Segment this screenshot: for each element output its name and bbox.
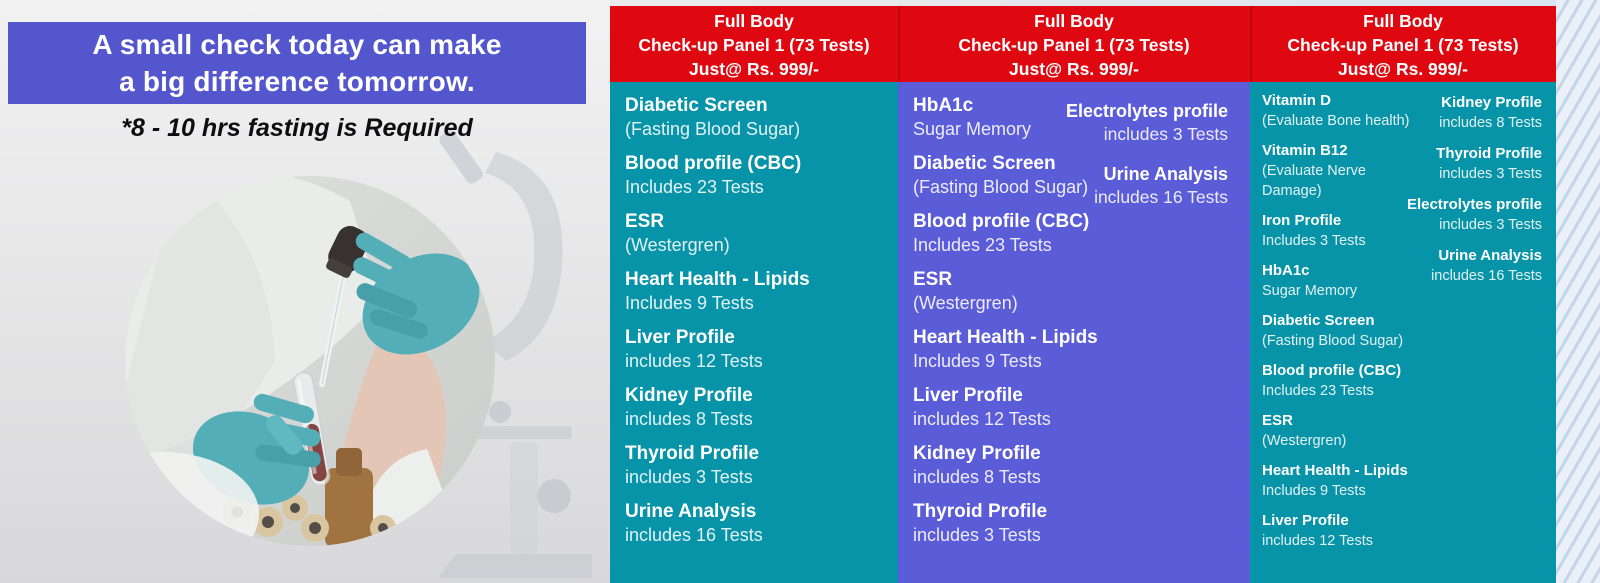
right-glove xyxy=(353,232,480,355)
test-item: Liver Profile includes 12 Tests xyxy=(1262,512,1373,549)
background-pattern-strip xyxy=(1556,0,1600,583)
lab-photo-circle xyxy=(125,176,495,546)
panel-2: Full Body Check-up Panel 1 (73 Tests) Ju… xyxy=(898,6,1250,583)
test-item: Electrolytes profile includes 3 Tests xyxy=(1065,101,1228,144)
test-item: Urine Analysis includes 16 Tests xyxy=(1094,164,1228,207)
panel-title: Full Body xyxy=(1363,11,1443,31)
test-item: HbA1c Sugar Memory xyxy=(1262,262,1358,299)
panel-subtitle: Check-up Panel 1 (73 Tests) xyxy=(638,35,870,55)
test-item: HbA1c Sugar Memory xyxy=(913,95,1032,139)
panels-row: Full Body Check-up Panel 1 (73 Tests) Ju… xyxy=(610,6,1556,583)
panel-price: Just@ Rs. 999/- xyxy=(1338,59,1468,79)
panel-2-body: HbA1c Sugar Memory Diabetic Screen (Fast… xyxy=(898,82,1250,583)
brown-bottle xyxy=(325,468,373,546)
panel-1: Full Body Check-up Panel 1 (73 Tests) Ju… xyxy=(610,6,898,583)
headline-banner: A small check today can make a big diffe… xyxy=(8,22,586,104)
panel-title: Full Body xyxy=(1034,11,1114,31)
panel-2-header: Full Body Check-up Panel 1 (73 Tests) Ju… xyxy=(898,6,1250,82)
panel-1-header: Full Body Check-up Panel 1 (73 Tests) Ju… xyxy=(610,6,898,82)
panel-3-body: Vitamin D (Evaluate Bone health) Vitamin… xyxy=(1250,82,1556,583)
test-item: Blood profile (CBC) Includes 23 Tests xyxy=(913,211,1090,255)
headline-line1: A small check today can make xyxy=(92,29,502,60)
tests-right-column: Electrolytes profile includes 3 Tests Ur… xyxy=(1066,100,1228,226)
test-item: Thyroid Profile includes 3 Tests xyxy=(1436,145,1542,182)
test-item: ESR (Westergren) xyxy=(625,211,730,255)
test-item: Heart Health - Lipids Includes 9 Tests xyxy=(625,269,810,313)
tests-right-column: Kidney Profile includes 8 Tests Thyroid … xyxy=(1407,92,1542,296)
test-item: Iron Profile Includes 3 Tests xyxy=(1262,212,1366,249)
headline-line2: a big difference tomorrow. xyxy=(119,66,475,97)
tests-left-column: Vitamin D (Evaluate Bone health) Vitamin… xyxy=(1262,90,1438,551)
test-item: ESR (Westergren) xyxy=(1262,412,1347,449)
test-item: Vitamin D (Evaluate Bone health) xyxy=(1262,92,1410,129)
panel-1-body: Diabetic Screen (Fasting Blood Sugar) Bl… xyxy=(610,82,898,583)
test-item: Kidney Profile includes 8 Tests xyxy=(1439,94,1542,131)
panel-price: Just@ Rs. 999/- xyxy=(689,59,819,79)
test-item: Blood profile (CBC) Includes 23 Tests xyxy=(625,153,802,197)
test-item: Diabetic Screen (Fasting Blood Sugar) xyxy=(1262,312,1404,349)
fasting-note: *8 - 10 hrs fasting is Required xyxy=(121,114,473,142)
test-item: Electrolytes profile includes 3 Tests xyxy=(1406,196,1542,233)
test-item: Heart Health - Lipids Includes 9 Tests xyxy=(1262,462,1408,499)
test-item: Thyroid Profile includes 3 Tests xyxy=(913,501,1048,545)
test-item: Blood profile (CBC) Includes 23 Tests xyxy=(1262,362,1402,399)
test-item: Diabetic Screen (Fasting Blood Sugar) xyxy=(913,153,1089,197)
test-item: Vitamin B12 (Evaluate Nerve Damage) xyxy=(1262,142,1366,199)
test-item: Diabetic Screen (Fasting Blood Sugar) xyxy=(625,95,801,139)
test-item: ESR (Westergren) xyxy=(913,269,1018,313)
test-item: Urine Analysis includes 16 Tests xyxy=(625,501,763,545)
test-item: Thyroid Profile includes 3 Tests xyxy=(625,443,760,487)
panel-3: Full Body Check-up Panel 1 (73 Tests) Ju… xyxy=(1250,6,1556,583)
test-item: Heart Health - Lipids Includes 9 Tests xyxy=(913,327,1098,371)
panel-subtitle: Check-up Panel 1 (73 Tests) xyxy=(1287,35,1519,55)
tests-left-column: HbA1c Sugar Memory Diabetic Screen (Fast… xyxy=(913,94,1236,547)
test-item: Kidney Profile includes 8 Tests xyxy=(625,385,753,429)
hero-section: A small check today can make a big diffe… xyxy=(0,0,610,583)
test-item: Liver Profile includes 12 Tests xyxy=(913,385,1051,429)
test-item: Urine Analysis includes 16 Tests xyxy=(1431,247,1542,284)
panel-title: Full Body xyxy=(714,11,794,31)
test-item: Liver Profile includes 12 Tests xyxy=(625,327,763,371)
panel-subtitle: Check-up Panel 1 (73 Tests) xyxy=(958,35,1190,55)
test-item: Kidney Profile includes 8 Tests xyxy=(913,443,1041,487)
panel-3-header: Full Body Check-up Panel 1 (73 Tests) Ju… xyxy=(1250,6,1556,82)
panel-price: Just@ Rs. 999/- xyxy=(1009,59,1139,79)
